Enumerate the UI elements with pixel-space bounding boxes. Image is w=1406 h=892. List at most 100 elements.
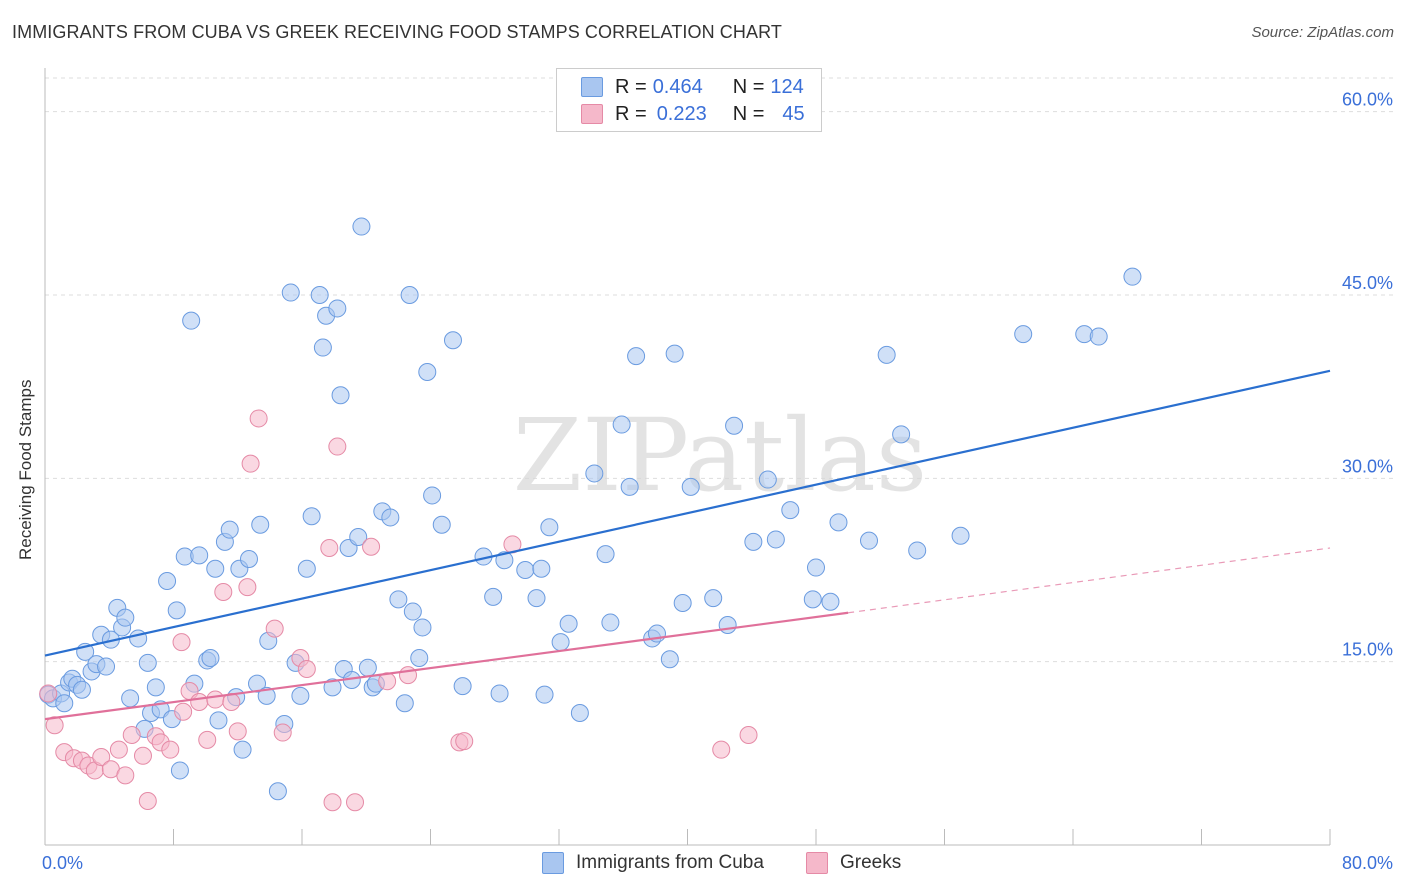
data-point bbox=[349, 528, 368, 546]
data-point bbox=[291, 686, 310, 705]
trend-line-extension bbox=[848, 547, 1331, 614]
y-tick-label: 45.0% bbox=[1342, 273, 1393, 293]
data-point bbox=[660, 650, 679, 669]
data-point bbox=[248, 674, 267, 693]
data-point bbox=[268, 782, 287, 801]
data-point bbox=[310, 286, 329, 304]
legend-swatch-cuba bbox=[581, 77, 603, 97]
data-point bbox=[527, 589, 546, 608]
data-point bbox=[413, 618, 432, 637]
data-point bbox=[551, 633, 570, 652]
data-point bbox=[432, 515, 451, 534]
data-point bbox=[121, 689, 140, 708]
data-point bbox=[122, 726, 141, 744]
data-point bbox=[410, 649, 429, 667]
legend-n-value: 45 bbox=[782, 102, 805, 125]
data-point bbox=[97, 657, 116, 676]
data-point bbox=[116, 766, 135, 785]
data-point bbox=[302, 507, 321, 526]
data-point bbox=[257, 686, 276, 705]
data-point bbox=[313, 338, 332, 357]
data-point bbox=[358, 658, 377, 677]
data-point bbox=[233, 740, 252, 759]
data-point bbox=[516, 561, 535, 579]
data-point bbox=[206, 690, 225, 709]
trend-lines bbox=[44, 369, 1331, 721]
data-point bbox=[167, 601, 186, 620]
data-point bbox=[829, 513, 848, 532]
data-point bbox=[362, 537, 381, 556]
data-point bbox=[206, 559, 225, 578]
data-point bbox=[198, 730, 217, 749]
data-point bbox=[951, 526, 970, 545]
legend-item-greeks[interactable]: Greeks bbox=[806, 852, 901, 874]
trend-line bbox=[44, 369, 1331, 657]
data-point bbox=[220, 520, 239, 539]
data-point bbox=[1014, 325, 1033, 344]
data-point bbox=[453, 677, 472, 696]
data-point bbox=[395, 694, 414, 713]
data-point bbox=[612, 415, 631, 434]
y-tick-label: 15.0% bbox=[1342, 640, 1393, 660]
data-point bbox=[174, 702, 193, 721]
data-point bbox=[389, 590, 408, 609]
data-point bbox=[585, 464, 604, 483]
data-point bbox=[455, 732, 474, 751]
data-point bbox=[172, 633, 191, 652]
y-tick-label: 30.0% bbox=[1342, 456, 1393, 476]
data-point bbox=[403, 602, 422, 621]
data-point bbox=[381, 508, 400, 527]
data-point bbox=[423, 486, 442, 505]
data-points bbox=[39, 217, 1142, 812]
data-point bbox=[535, 685, 554, 704]
data-point bbox=[323, 678, 342, 697]
data-point bbox=[45, 716, 64, 735]
data-point bbox=[443, 331, 462, 350]
data-point bbox=[718, 616, 737, 634]
data-point bbox=[725, 416, 744, 435]
data-point bbox=[892, 425, 911, 444]
correlation-legend: R = 0.464 N = 124 R = 0.223 N = 45 bbox=[556, 68, 822, 132]
data-point bbox=[739, 726, 758, 744]
legend-n-label: N = bbox=[732, 102, 765, 125]
x-tick-label: 80.0% bbox=[1342, 853, 1393, 873]
legend-swatch-cuba bbox=[542, 852, 564, 874]
y-axis-label: Receiving Food Stamps bbox=[16, 379, 35, 560]
data-point bbox=[265, 619, 284, 638]
data-point bbox=[620, 477, 639, 496]
data-point bbox=[170, 761, 189, 780]
data-point bbox=[758, 470, 777, 489]
data-point bbox=[908, 541, 927, 560]
data-point bbox=[323, 793, 342, 812]
data-point bbox=[681, 477, 700, 496]
grid-lines bbox=[45, 77, 1395, 663]
legend-n-label: N = bbox=[732, 75, 765, 98]
data-point bbox=[228, 722, 247, 741]
x-tick-label: 0.0% bbox=[42, 853, 83, 873]
data-point bbox=[133, 746, 152, 765]
data-point bbox=[540, 518, 559, 537]
data-point bbox=[72, 680, 91, 699]
trend-line bbox=[44, 611, 849, 721]
data-point bbox=[138, 792, 157, 810]
legend-n-value: 124 bbox=[770, 75, 804, 98]
data-point bbox=[673, 594, 692, 612]
data-point bbox=[627, 347, 646, 366]
chart-title: IMMIGRANTS FROM CUBA VS GREEK RECEIVING … bbox=[12, 22, 782, 42]
data-point bbox=[92, 748, 111, 766]
data-point bbox=[182, 311, 201, 330]
data-point bbox=[239, 550, 258, 568]
data-point bbox=[241, 454, 260, 473]
data-point bbox=[532, 559, 551, 578]
legend-row-cuba: R = 0.464 N = 124 bbox=[581, 75, 804, 99]
data-point bbox=[214, 583, 233, 601]
data-point bbox=[320, 539, 339, 557]
data-point bbox=[328, 437, 347, 456]
data-point bbox=[495, 551, 514, 570]
data-point bbox=[249, 409, 268, 428]
data-point bbox=[803, 590, 822, 609]
data-point bbox=[273, 723, 292, 742]
legend-item-cuba[interactable]: Immigrants from Cuba bbox=[542, 852, 764, 874]
data-point bbox=[484, 587, 503, 606]
